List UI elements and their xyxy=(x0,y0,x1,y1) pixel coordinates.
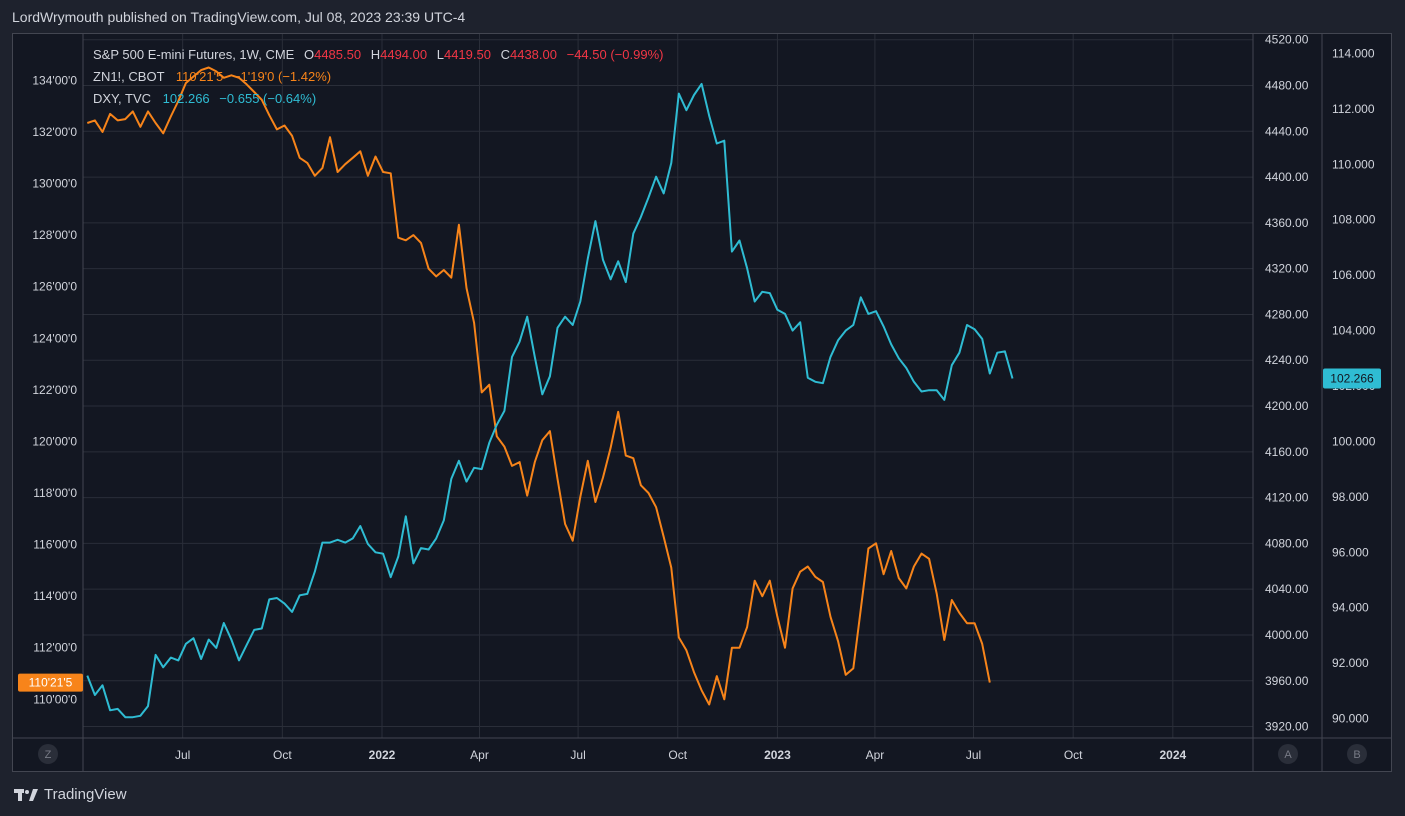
dxy-price-badge: 102.266 xyxy=(1323,368,1381,389)
time-tick-label: Oct xyxy=(668,748,687,762)
mid-tick-label: 3960.00 xyxy=(1265,674,1309,688)
mid-axis-ticks: 3920.00 3960.00 4000.00 4040.00 4080.00 4120.… xyxy=(1265,33,1309,734)
zn-price-badge: 110'21'5 xyxy=(18,673,83,692)
tradingview-logo-icon xyxy=(14,788,38,801)
right-tick-label: 112.000 xyxy=(1332,102,1375,116)
legend-es[interactable]: S&P 500 E-mini Futures, 1W, CME O4485.50… xyxy=(93,47,663,62)
time-tick-label: Jul xyxy=(966,748,981,762)
mid-tick-label: 4520.00 xyxy=(1265,34,1309,47)
right-tick-label: 108.000 xyxy=(1332,213,1376,227)
left-tick-label: 122'00'0 xyxy=(32,383,77,397)
auto-scale-button[interactable]: A xyxy=(1278,744,1298,764)
legend-es-c-label: C xyxy=(501,47,510,62)
zn-badge-label: 110'21'5 xyxy=(29,676,73,690)
time-tick-label: Oct xyxy=(273,748,292,762)
zn-series-line xyxy=(86,66,991,706)
left-axis-ticks: 110'00'0 112'00'0 114'00'0 116'00'0 118'00'0… xyxy=(32,73,77,706)
legend-zn-value: 110'21'5 xyxy=(176,69,223,84)
mid-tick-label: 4120.00 xyxy=(1265,491,1309,505)
mid-tick-label: 4080.00 xyxy=(1265,536,1309,550)
legend-zn-change: −1'19'0 (−1.42%) xyxy=(233,69,331,84)
legend-es-o-label: O xyxy=(304,47,314,62)
right-tick-label: 110.000 xyxy=(1332,157,1375,171)
mid-tick-label: 4440.00 xyxy=(1265,124,1309,138)
left-tick-label: 124'00'0 xyxy=(32,331,77,345)
left-tick-label: 120'00'0 xyxy=(32,434,77,448)
dxy-badge-label: 102.266 xyxy=(1330,372,1374,386)
legend-dxy-name: DXY, TVC xyxy=(93,91,151,106)
legend-zn-name: ZN1!, CBOT xyxy=(93,69,165,84)
right-tick-label: 90.000 xyxy=(1332,712,1369,726)
time-tick-label: 2024 xyxy=(1159,748,1186,762)
grid-lines xyxy=(83,34,1253,738)
mid-tick-label: 4200.00 xyxy=(1265,399,1309,413)
time-tick-label: Jul xyxy=(175,748,190,762)
legend-dxy[interactable]: DXY, TVC 102.266 −0.655 (−0.64%) xyxy=(93,91,316,106)
legend-dxy-value: 102.266 xyxy=(163,91,210,106)
left-tick-label: 116'00'0 xyxy=(33,538,77,552)
chart-frame: 110'00'0 112'00'0 114'00'0 116'00'0 118'00'0… xyxy=(12,33,1392,772)
right-tick-label: 104.000 xyxy=(1332,324,1376,338)
left-tick-label: 128'00'0 xyxy=(32,228,77,242)
dxy-series-line xyxy=(86,82,1014,719)
right-tick-label: 94.000 xyxy=(1332,601,1369,615)
right-tick-label: 92.000 xyxy=(1332,656,1369,670)
left-tick-label: 118'00'0 xyxy=(33,486,77,500)
mid-tick-label: 4480.00 xyxy=(1265,79,1309,93)
legend-es-o: 4485.50 xyxy=(314,47,361,62)
legend-es-l: 4419.50 xyxy=(444,47,491,62)
legend-zn[interactable]: ZN1!, CBOT 110'21'5 −1'19'0 (−1.42%) xyxy=(93,69,331,84)
timezone-button[interactable]: Z xyxy=(38,744,58,764)
left-tick-label: 134'00'0 xyxy=(32,73,77,87)
right-tick-label: 98.000 xyxy=(1332,490,1369,504)
right-tick-label: 96.000 xyxy=(1332,545,1369,559)
mid-tick-label: 4000.00 xyxy=(1265,628,1309,642)
footer-brand[interactable]: TradingView xyxy=(14,786,127,803)
right-tick-label: 106.000 xyxy=(1332,268,1376,282)
time-tick-label: Apr xyxy=(866,748,885,762)
right-tick-label: 100.000 xyxy=(1332,434,1376,448)
mid-tick-label: 4320.00 xyxy=(1265,262,1309,276)
time-tick-label: Oct xyxy=(1064,748,1083,762)
legend-es-c: 4438.00 xyxy=(510,47,557,62)
footer-brand-label: TradingView xyxy=(44,786,127,803)
left-tick-label: 112'00'0 xyxy=(33,641,77,655)
mid-tick-label: 4280.00 xyxy=(1265,307,1309,321)
time-tick-label: Jul xyxy=(570,748,585,762)
legend-dxy-change: −0.655 (−0.64%) xyxy=(219,91,316,106)
mid-tick-label: 3920.00 xyxy=(1265,720,1309,734)
timezone-button-label: Z xyxy=(45,749,52,761)
legend-es-change: −44.50 (−0.99%) xyxy=(567,47,664,62)
mid-tick-label: 4400.00 xyxy=(1265,170,1309,184)
time-tick-label: Apr xyxy=(470,748,489,762)
left-tick-label: 126'00'0 xyxy=(32,280,77,294)
legend-es-name: S&P 500 E-mini Futures, 1W, CME xyxy=(93,47,295,62)
mid-tick-label: 4160.00 xyxy=(1265,445,1309,459)
mid-tick-label: 4240.00 xyxy=(1265,353,1309,367)
publish-header: LordWrymouth published on TradingView.co… xyxy=(12,9,466,25)
time-tick-label: 2022 xyxy=(369,748,396,762)
time-axis-ticks: Jul Oct 2022 Apr Jul Oct 2023 Apr Jul Oct 2024 xyxy=(175,748,1187,762)
left-tick-label: 110'00'0 xyxy=(33,692,77,706)
left-tick-label: 132'00'0 xyxy=(32,125,77,139)
mid-tick-label: 4360.00 xyxy=(1265,216,1309,230)
legend-es-h: 4494.00 xyxy=(380,47,427,62)
chart-svg[interactable]: 110'00'0 112'00'0 114'00'0 116'00'0 118'00'0… xyxy=(13,33,1391,771)
left-tick-label: 130'00'0 xyxy=(32,177,77,191)
legend-es-h-label: H xyxy=(371,47,380,62)
auto-scale-button-label: A xyxy=(1284,749,1292,761)
scale-settings-button-label: B xyxy=(1353,749,1360,761)
right-tick-label: 114.000 xyxy=(1332,46,1375,60)
scale-settings-button[interactable]: B xyxy=(1347,744,1367,764)
left-tick-label: 114'00'0 xyxy=(33,589,77,603)
time-tick-label: 2023 xyxy=(764,748,791,762)
mid-tick-label: 4040.00 xyxy=(1265,582,1309,596)
legend-es-l-label: L xyxy=(437,47,444,62)
